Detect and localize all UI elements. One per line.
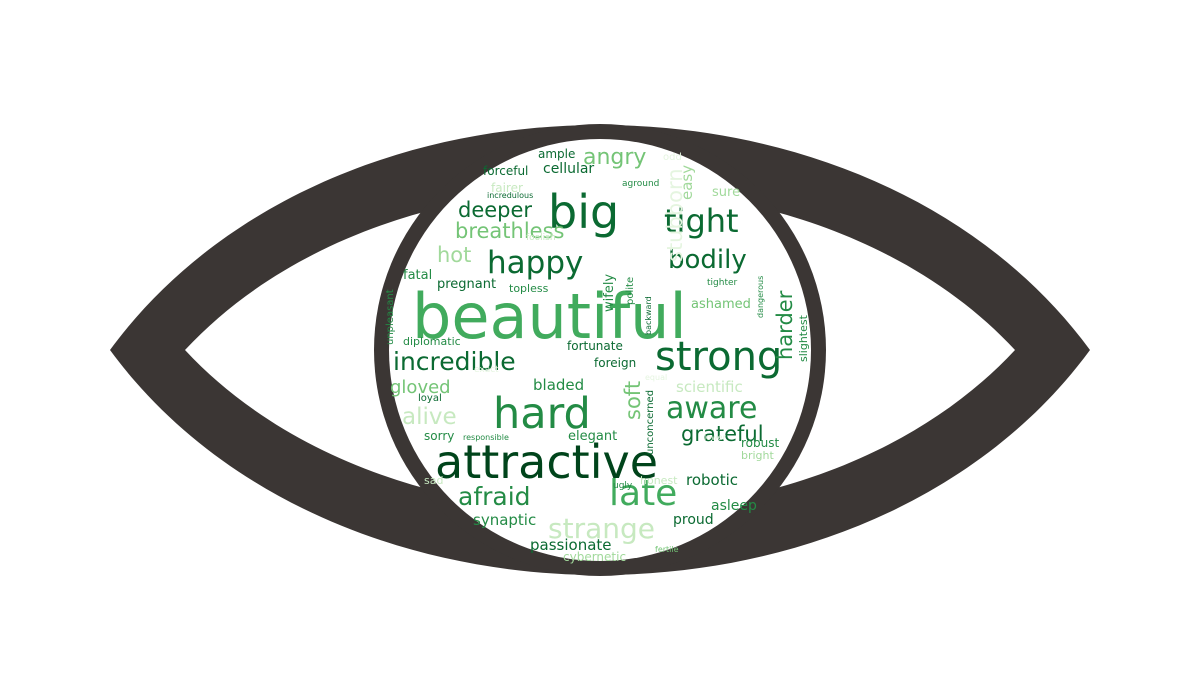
word-dangerous: dangerous (756, 276, 765, 318)
word-robust: robust (741, 436, 779, 450)
word-ugly: ugly (613, 481, 633, 491)
word-big: big (548, 185, 619, 239)
word-bright: bright (741, 449, 775, 462)
word-fertile: fertile (655, 545, 679, 554)
word-cellular: cellular (543, 161, 594, 177)
word-passionate: passionate (530, 536, 612, 554)
word-unpleasant: unpleasant (385, 289, 396, 345)
word-forceful: forceful (483, 164, 528, 178)
word-late: late (609, 473, 677, 514)
word-deeper: deeper (458, 198, 532, 222)
word-harder: harder (773, 290, 797, 360)
word-odd: odd (663, 152, 682, 163)
word-proud: proud (673, 512, 714, 528)
word-sure: sure (712, 185, 740, 200)
word-bodily: bodily (668, 245, 747, 275)
word-aware: aware (666, 391, 757, 426)
word-synaptic: synaptic (473, 511, 536, 529)
word-backward: backward (644, 296, 653, 335)
word-asleep: asleep (711, 498, 757, 514)
word-happy: happy (487, 245, 583, 281)
word-hot: hot (437, 243, 471, 267)
word-cloud: beautiful attractive strong hard big tight inc… (385, 145, 810, 564)
iris-fill (389, 139, 811, 561)
word-bladed: bladed (533, 376, 584, 394)
word-wifely: wifely (602, 274, 617, 312)
word-tighter: tighter (707, 278, 738, 288)
word-alive: alive (402, 404, 457, 430)
word-strong: strong (655, 334, 782, 380)
word-aground: aground (622, 179, 659, 189)
word-slightest: slightest (797, 314, 810, 362)
word-exact: exact (474, 365, 499, 375)
word-ashamed: ashamed (691, 297, 751, 312)
word-soft: soft (621, 381, 645, 420)
word-breathless: breathless (455, 219, 564, 243)
word-elegant: elegant (568, 429, 617, 444)
word-polite: polite (625, 277, 636, 305)
word-attractive: attractive (435, 435, 658, 489)
word-cybernetic: cybernetic (563, 550, 626, 564)
word-responsible: responsible (463, 433, 509, 442)
word-easy: easy (678, 165, 696, 200)
word-ample: ample (538, 147, 575, 161)
word-lower: lower (704, 433, 727, 442)
word-hard: hard (493, 389, 591, 439)
word-unconcerned: unconcerned (645, 390, 656, 455)
word-sorry: sorry (424, 429, 454, 443)
word-beautiful: beautiful (412, 280, 687, 353)
word-strange: strange (548, 512, 655, 545)
word-pregnant: pregnant (437, 277, 496, 292)
word-fairer: fairer (491, 181, 523, 195)
word-afraid: afraid (458, 482, 531, 511)
word-grateful: grateful (681, 422, 764, 446)
word-sad: sad (424, 474, 443, 487)
word-loyal: loyal (418, 393, 442, 404)
word-incredulous: incredulous (487, 191, 533, 200)
word-angry: angry (583, 145, 646, 170)
word-gloved: gloved (390, 377, 451, 398)
word-honest: honest (640, 474, 678, 487)
word-foolish: foolish (526, 233, 556, 243)
word-fortunate: fortunate (567, 339, 623, 353)
word-scientific: scientific (676, 378, 743, 396)
word-tight: tight (664, 202, 739, 240)
word-robotic: robotic (686, 471, 738, 489)
word-incredible: incredible (393, 347, 516, 376)
word-topless: topless (509, 282, 549, 295)
word-foreign: foreign (594, 356, 636, 370)
word-stubborn: stubborn (663, 168, 687, 262)
word-fatal: fatal (403, 268, 432, 283)
word-diplomatic: diplomatic (403, 335, 461, 348)
word-equal: equal (645, 373, 667, 382)
